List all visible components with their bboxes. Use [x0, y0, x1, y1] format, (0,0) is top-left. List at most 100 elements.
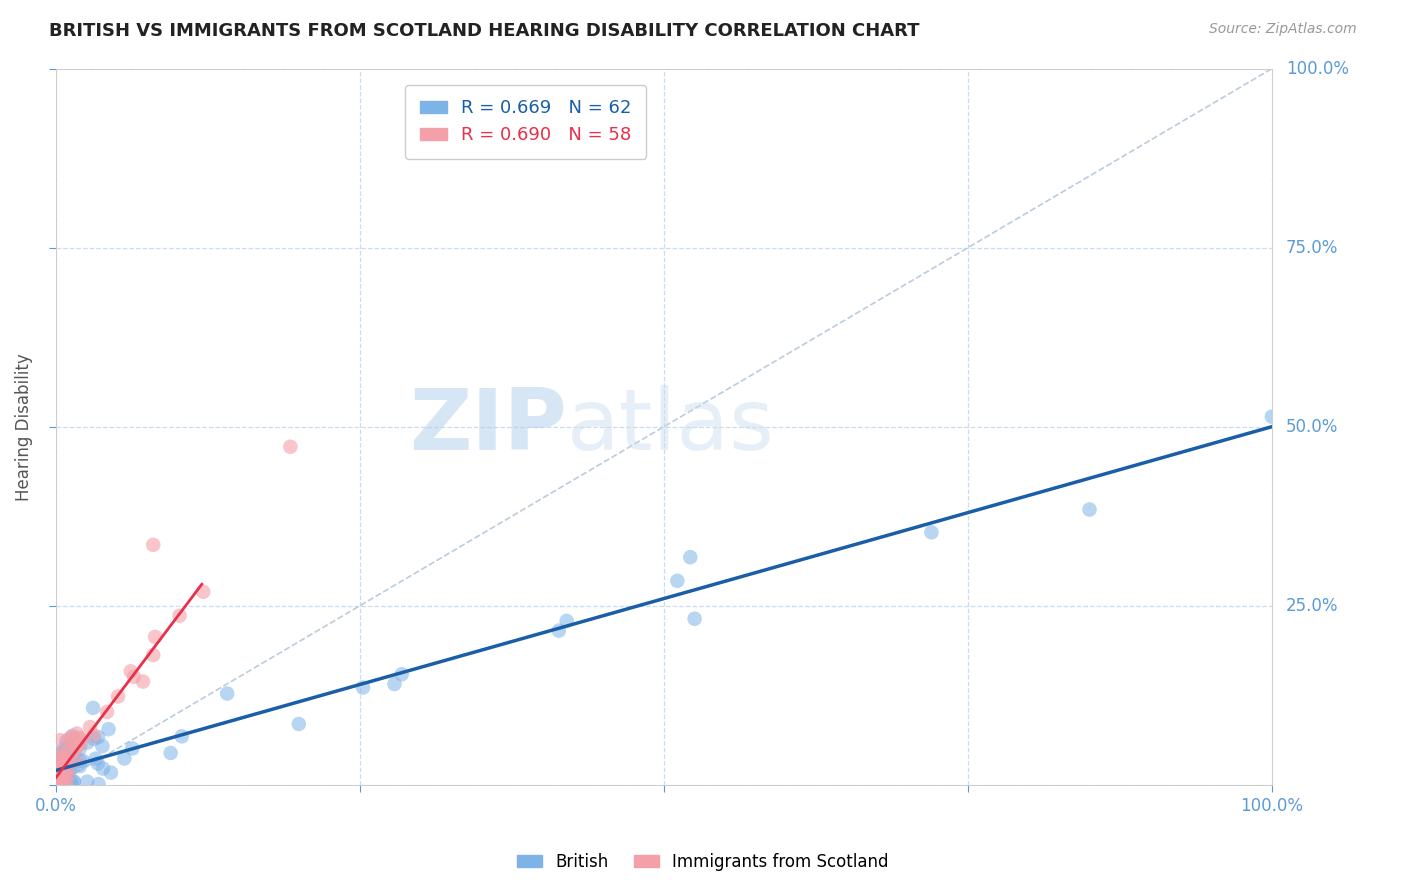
Point	[59, 762, 82, 776]
Point	[55, 746, 77, 760]
Point	[65, 740, 87, 755]
Point	[55, 770, 77, 784]
Point	[82, 701, 104, 715]
Y-axis label: Hearing Disability: Hearing Disability	[15, 353, 32, 500]
Point	[48, 747, 70, 762]
Point	[91, 739, 114, 753]
Point	[46, 754, 69, 768]
Point	[45, 765, 67, 780]
Point	[45, 767, 67, 781]
Point	[391, 667, 413, 681]
Text: 50.0%: 50.0%	[1286, 417, 1339, 435]
Point	[65, 754, 87, 768]
Point	[62, 774, 84, 789]
Point	[555, 614, 578, 628]
Point	[46, 762, 69, 776]
Point	[69, 731, 91, 745]
Point	[53, 754, 76, 768]
Point	[170, 729, 193, 743]
Point	[62, 732, 84, 747]
Point	[920, 525, 942, 540]
Point	[58, 756, 80, 770]
Point	[48, 777, 70, 791]
Point	[60, 777, 83, 791]
Point	[217, 687, 239, 701]
Point	[49, 758, 72, 772]
Point	[53, 753, 76, 767]
Point	[87, 777, 110, 791]
Text: 75.0%: 75.0%	[1286, 239, 1339, 257]
Point	[97, 722, 120, 736]
Text: 25.0%: 25.0%	[1286, 597, 1339, 615]
Point	[122, 670, 145, 684]
Text: 100.0%: 100.0%	[1286, 60, 1348, 78]
Legend: British, Immigrants from Scotland: British, Immigrants from Scotland	[509, 845, 897, 880]
Point	[169, 608, 191, 623]
Point	[45, 777, 67, 791]
Point	[91, 762, 114, 776]
Point	[666, 574, 689, 588]
Point	[69, 754, 91, 768]
Point	[56, 764, 79, 778]
Point	[1078, 502, 1101, 516]
Point	[49, 764, 72, 778]
Point	[56, 752, 79, 766]
Point	[48, 771, 70, 785]
Point	[159, 746, 181, 760]
Point	[683, 612, 706, 626]
Point	[107, 690, 129, 704]
Point	[132, 674, 155, 689]
Point	[66, 726, 89, 740]
Text: ZIP: ZIP	[409, 385, 567, 468]
Point	[53, 751, 76, 765]
Point	[49, 746, 72, 760]
Point	[52, 759, 75, 773]
Point	[46, 761, 69, 775]
Legend: R = 0.669   N = 62, R = 0.690   N = 58: R = 0.669 N = 62, R = 0.690 N = 58	[405, 85, 647, 159]
Point	[86, 756, 108, 771]
Point	[49, 774, 72, 789]
Point	[70, 737, 93, 751]
Point	[679, 550, 702, 565]
Point	[193, 584, 215, 599]
Point	[60, 730, 83, 744]
Point	[56, 763, 79, 777]
Point	[142, 538, 165, 552]
Point	[87, 730, 110, 744]
Point	[142, 648, 165, 662]
Point	[384, 677, 406, 691]
Point	[53, 769, 76, 783]
Point	[69, 759, 91, 773]
Point	[49, 777, 72, 791]
Point	[49, 764, 72, 779]
Point	[53, 764, 76, 779]
Point	[56, 770, 79, 784]
Text: Source: ZipAtlas.com: Source: ZipAtlas.com	[1209, 22, 1357, 37]
Point	[46, 770, 69, 784]
Point	[55, 777, 77, 791]
Point	[63, 775, 86, 789]
Point	[1261, 409, 1284, 424]
Point	[48, 752, 70, 766]
Point	[48, 767, 70, 781]
Point	[55, 749, 77, 764]
Point	[76, 735, 98, 749]
Point	[56, 741, 79, 756]
Point	[58, 745, 80, 759]
Point	[143, 630, 166, 644]
Point	[55, 734, 77, 748]
Point	[62, 760, 84, 774]
Point	[46, 752, 69, 766]
Point	[59, 776, 82, 790]
Point	[48, 771, 70, 785]
Point	[83, 728, 105, 742]
Point	[46, 762, 69, 776]
Point	[45, 764, 67, 779]
Point	[547, 624, 569, 638]
Text: BRITISH VS IMMIGRANTS FROM SCOTLAND HEARING DISABILITY CORRELATION CHART: BRITISH VS IMMIGRANTS FROM SCOTLAND HEAR…	[49, 22, 920, 40]
Point	[46, 769, 69, 783]
Point	[49, 733, 72, 747]
Point	[79, 720, 101, 734]
Point	[52, 777, 75, 791]
Point	[51, 771, 73, 785]
